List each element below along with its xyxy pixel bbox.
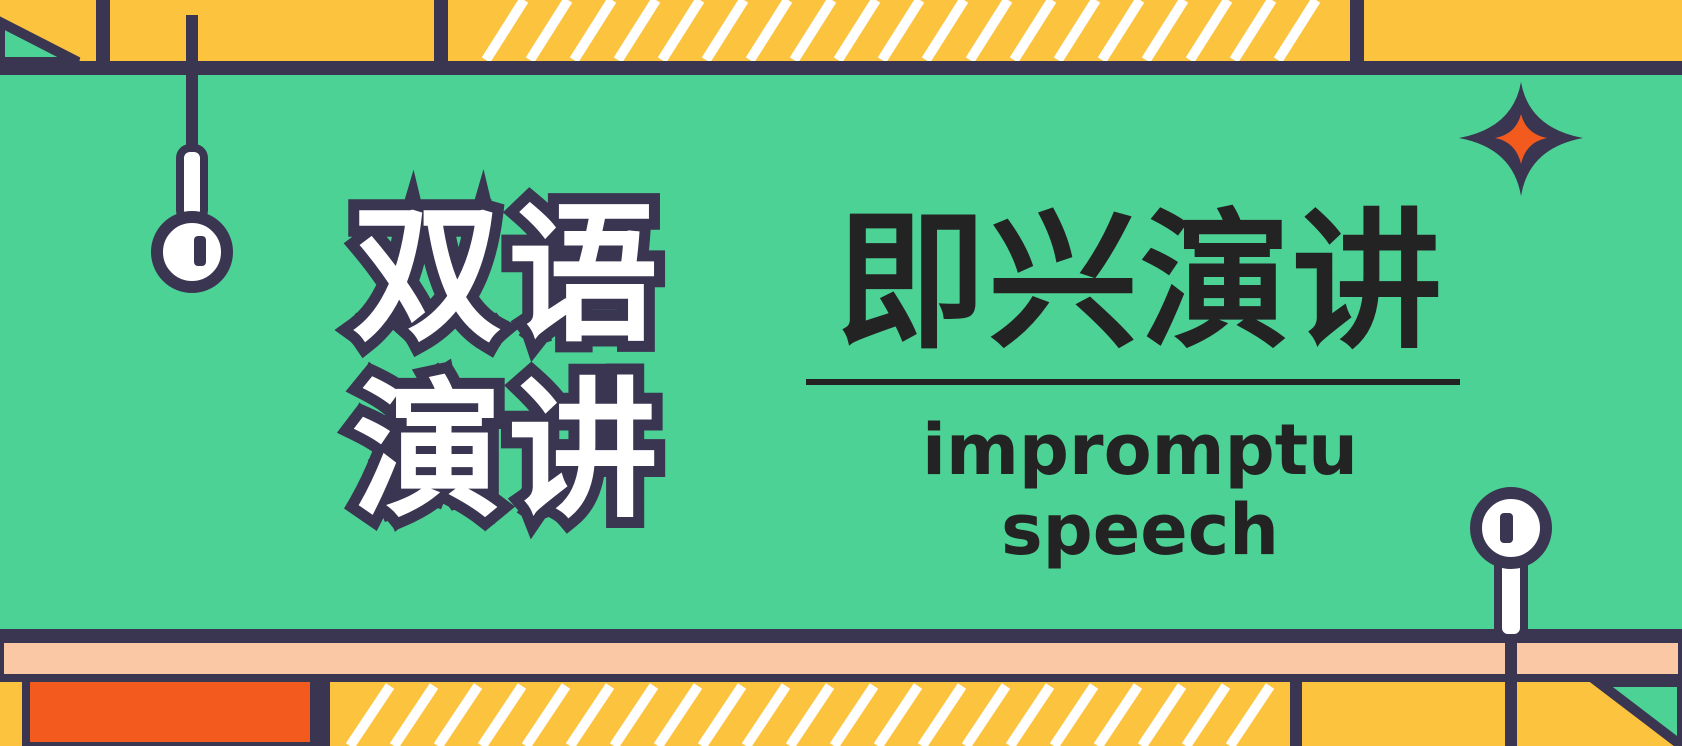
sparkle-star-icon xyxy=(1459,82,1583,196)
top-divider xyxy=(96,0,110,75)
bottom-divider xyxy=(310,675,322,746)
bilingual-title-line: 双语 xyxy=(341,178,669,374)
bottom-orange-block xyxy=(22,670,330,746)
pin-icon-bottom xyxy=(1470,487,1552,746)
subtitle: impromptu speech xyxy=(850,410,1430,570)
top-divider xyxy=(434,0,448,75)
top-divider xyxy=(1350,0,1364,75)
bilingual-title: 双语 演讲 xyxy=(341,178,692,550)
title-divider xyxy=(806,379,1460,385)
subtitle-line: speech xyxy=(1000,489,1280,571)
bottom-divider xyxy=(1290,675,1302,746)
subtitle-line: impromptu xyxy=(922,409,1358,491)
bilingual-title-line: 演讲 xyxy=(341,354,669,550)
bottom-stripes xyxy=(345,683,1275,746)
top-stripes xyxy=(481,0,1321,63)
pin-icon-top xyxy=(151,15,233,293)
main-title: 即兴演讲 xyxy=(835,196,1444,370)
green-panel xyxy=(0,61,1682,643)
